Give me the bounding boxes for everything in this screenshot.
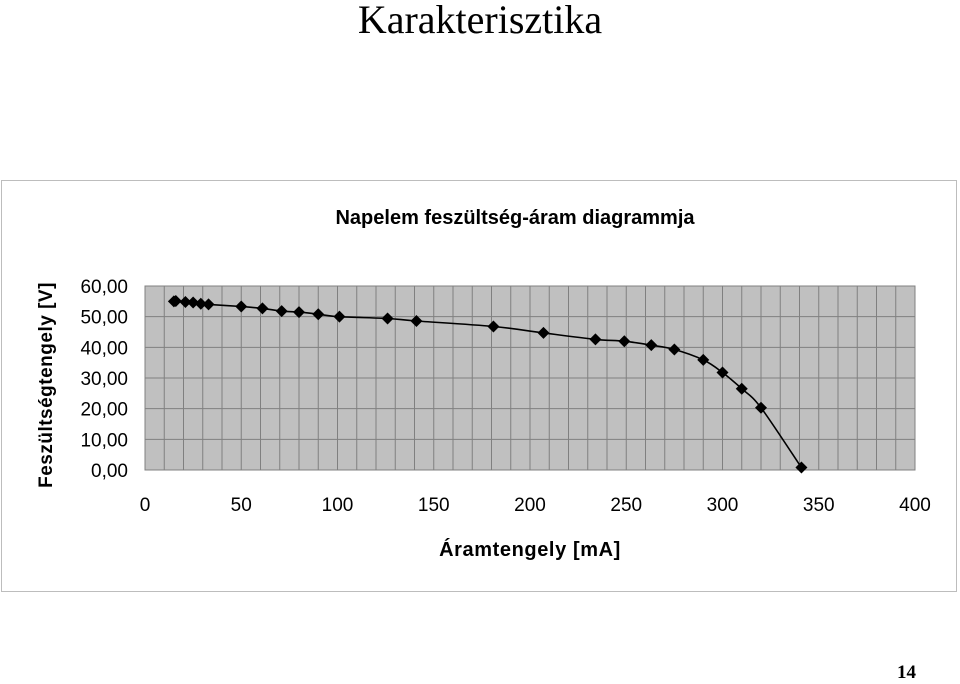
data-point-marker bbox=[235, 300, 248, 313]
data-point-marker bbox=[487, 320, 500, 333]
x-tick-label: 200 bbox=[514, 495, 546, 516]
data-point-marker bbox=[256, 302, 269, 315]
chart-title: Napelem feszültség-áram diagrammja bbox=[335, 207, 695, 229]
data-point-marker bbox=[589, 333, 602, 346]
data-point-marker bbox=[735, 382, 748, 395]
page-number: 14 bbox=[897, 662, 916, 683]
x-axis-label: Áramtengely [mA] bbox=[439, 538, 621, 561]
x-tick-label: 250 bbox=[610, 495, 642, 516]
data-point-marker bbox=[410, 314, 423, 327]
y-tick-label: 60,00 bbox=[80, 277, 128, 298]
data-point-marker bbox=[716, 366, 729, 379]
x-tick-label: 350 bbox=[803, 495, 835, 516]
x-tick-label: 50 bbox=[231, 495, 252, 516]
data-point-marker bbox=[618, 335, 631, 348]
data-point-marker bbox=[537, 326, 550, 339]
data-point-marker bbox=[293, 306, 305, 319]
data-point-marker bbox=[275, 305, 288, 318]
data-point-marker bbox=[645, 339, 658, 352]
data-point-marker bbox=[187, 296, 200, 309]
y-tick-label: 20,00 bbox=[80, 400, 128, 421]
page-title: Karakterisztika bbox=[357, 0, 603, 42]
y-tick-label: 40,00 bbox=[80, 338, 128, 359]
y-axis-label: Feszültségtengely [V] bbox=[36, 282, 57, 488]
data-point-marker bbox=[697, 353, 710, 366]
data-point-marker bbox=[179, 295, 192, 308]
data-point-marker bbox=[668, 343, 681, 356]
x-tick-label: 150 bbox=[418, 495, 450, 516]
data-point-marker bbox=[202, 298, 215, 311]
data-point-marker bbox=[312, 308, 325, 321]
data-point-marker bbox=[169, 295, 182, 308]
x-tick-label: 400 bbox=[899, 495, 931, 516]
data-point-marker bbox=[333, 310, 346, 323]
data-point-marker bbox=[194, 297, 207, 310]
data-point-marker bbox=[795, 461, 808, 474]
y-tick-label: 10,00 bbox=[80, 430, 128, 451]
y-axis-ticks: 0,00 10,00 20,00 30,00 40,00 50,00 60,00 bbox=[80, 277, 128, 482]
data-point-marker bbox=[755, 401, 767, 414]
y-tick-label: 30,00 bbox=[80, 369, 128, 390]
data-point-marker bbox=[381, 312, 394, 325]
x-tick-label: 300 bbox=[707, 495, 739, 516]
series-markers bbox=[167, 295, 808, 474]
y-tick-label: 0,00 bbox=[91, 461, 128, 482]
x-tick-label: 0 bbox=[140, 495, 151, 516]
y-tick-label: 50,00 bbox=[80, 308, 128, 329]
x-tick-label: 100 bbox=[322, 495, 354, 516]
x-axis-ticks: 0 50 100 150 200 250 300 350 400 bbox=[140, 495, 931, 516]
grid-lines bbox=[145, 286, 915, 470]
